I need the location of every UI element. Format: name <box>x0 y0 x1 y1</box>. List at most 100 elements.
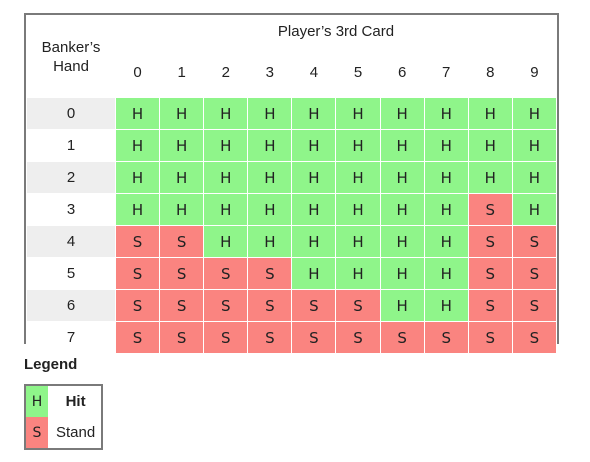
stand-cell: S <box>467 225 513 258</box>
stand-cell: S <box>423 321 469 354</box>
hit-cell: H <box>423 129 469 162</box>
banker-hand-value: 4 <box>26 225 116 258</box>
column-header-7: 7 <box>423 46 469 98</box>
hit-cell: H <box>335 193 381 226</box>
hit-cell: H <box>379 161 425 194</box>
stand-cell: S <box>379 321 425 354</box>
banker-hand-value: 3 <box>26 193 116 226</box>
stand-cell: S <box>114 257 161 290</box>
column-header-3: 3 <box>247 46 293 98</box>
stand-cell: S <box>247 257 293 290</box>
column-header-1: 1 <box>159 46 205 98</box>
column-header-0: 0 <box>114 46 161 98</box>
legend-label: Stand <box>56 424 96 441</box>
stand-cell: S <box>511 225 558 258</box>
hit-cell: H <box>291 193 337 226</box>
hit-cell: H <box>423 289 469 322</box>
hit-cell: H <box>291 129 337 162</box>
stand-cell: S <box>467 257 513 290</box>
hit-cell: H <box>511 97 558 130</box>
column-header-9: 9 <box>511 46 558 98</box>
hit-cell: H <box>291 161 337 194</box>
hit-cell: H <box>247 193 293 226</box>
legend-table: H Hit S Stand <box>26 386 101 448</box>
column-header-6: 6 <box>379 46 425 98</box>
hit-cell: H <box>114 161 161 194</box>
hit-cell: H <box>203 225 249 258</box>
hit-cell: H <box>159 193 205 226</box>
stand-cell: S <box>467 193 513 226</box>
legend-item-hit: H Hit <box>26 386 101 417</box>
hit-cell: H <box>467 129 513 162</box>
legend-label: Hit <box>65 393 86 410</box>
hit-cell: H <box>291 257 337 290</box>
stand-cell: S <box>114 321 161 354</box>
hit-cell: H <box>203 161 249 194</box>
hit-cell: H <box>335 97 381 130</box>
hit-cell: H <box>335 161 381 194</box>
hit-cell: H <box>291 97 337 130</box>
banker-hand-value: 0 <box>26 97 116 130</box>
stand-cell: S <box>291 321 337 354</box>
column-header-5: 5 <box>335 46 381 98</box>
banker-hand-value: 7 <box>26 321 116 354</box>
hit-cell: H <box>423 257 469 290</box>
legend-title: Legend <box>24 356 78 373</box>
hit-cell: H <box>335 257 381 290</box>
hit-cell: H <box>511 193 558 226</box>
stand-cell: S <box>511 257 558 290</box>
hit-cell: H <box>379 257 425 290</box>
hit-cell: H <box>379 129 425 162</box>
hit-cell: H <box>159 161 205 194</box>
hit-cell: H <box>203 193 249 226</box>
stand-cell: S <box>114 225 161 258</box>
stand-cell: S <box>159 289 205 322</box>
hit-cell: H <box>467 97 513 130</box>
stand-cell: S <box>467 289 513 322</box>
hit-cell: H <box>247 97 293 130</box>
hit-cell: H <box>511 161 558 194</box>
hit-cell: H <box>203 97 249 130</box>
hit-cell: H <box>379 225 425 258</box>
hit-cell: H <box>114 129 161 162</box>
hit-cell: H <box>379 289 425 322</box>
hit-cell: H <box>423 193 469 226</box>
stand-cell: S <box>159 257 205 290</box>
hit-cell: H <box>379 193 425 226</box>
column-header-2: 2 <box>203 46 249 98</box>
stand-cell: S <box>511 321 558 354</box>
stand-cell: S <box>467 321 513 354</box>
stand-cell: S <box>203 289 249 322</box>
stand-cell: S <box>159 321 205 354</box>
banker-hand-value: 6 <box>26 289 116 322</box>
hit-cell: H <box>247 225 293 258</box>
stand-cell: S <box>203 257 249 290</box>
hit-cell: H <box>423 225 469 258</box>
hit-cell: H <box>423 97 469 130</box>
banker-hand-value: 2 <box>26 161 116 194</box>
hit-cell: H <box>203 129 249 162</box>
hit-cell: H <box>423 161 469 194</box>
hit-cell: H <box>511 129 558 162</box>
hit-cell: H <box>379 97 425 130</box>
hit-cell: H <box>467 161 513 194</box>
column-header-8: 8 <box>467 46 513 98</box>
stand-cell: S <box>291 289 337 322</box>
legend-swatch: S <box>26 417 48 448</box>
hit-cell: H <box>114 97 161 130</box>
stand-cell: S <box>247 289 293 322</box>
player-third-card-header: Player’s 3rd Card <box>115 15 557 47</box>
hit-cell: H <box>159 97 205 130</box>
stand-cell: S <box>335 321 381 354</box>
hit-cell: H <box>247 129 293 162</box>
